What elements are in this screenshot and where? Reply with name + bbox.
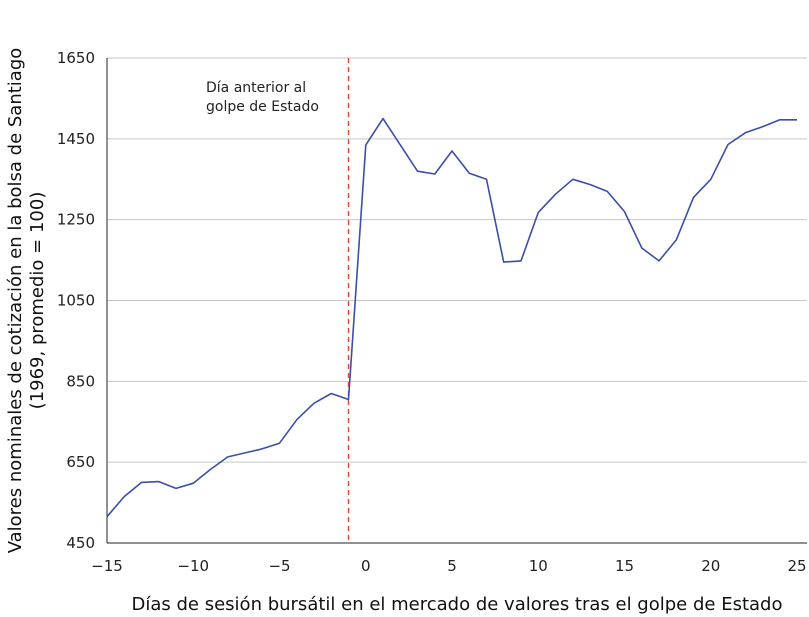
y-tick-label: 1250 [57, 211, 95, 229]
data-point [227, 456, 229, 458]
data-point [123, 496, 125, 498]
data-point [158, 481, 160, 483]
data-point [330, 392, 332, 394]
data-point [382, 118, 384, 120]
data-point [710, 178, 712, 180]
y-tick-label: 1050 [57, 292, 95, 310]
data-point [296, 419, 298, 421]
data-point [261, 448, 263, 450]
data-point [451, 150, 453, 152]
data-point [468, 172, 470, 174]
data-point [244, 452, 246, 454]
y-axis-title-line-1: Valores nominales de cotización en la bo… [5, 48, 26, 554]
x-tick-label: −15 [91, 557, 123, 575]
x-tick-label: 15 [615, 557, 634, 575]
y-tick-labels: 450 650 850 1050 1250 1450 1650 [57, 49, 95, 552]
data-point [365, 144, 367, 146]
x-tick-labels: −15 −10 −5 0 5 10 15 20 25 [91, 557, 806, 575]
data-point [486, 178, 488, 180]
annotation-line-2: golpe de Estado [206, 99, 319, 115]
data-point [572, 178, 574, 180]
y-tick-label: 850 [66, 372, 95, 390]
data-point [727, 143, 729, 145]
data-point [537, 211, 539, 213]
annotation-line-1: Día anterior al [206, 80, 306, 96]
data-point [434, 173, 436, 175]
data-point [210, 468, 212, 470]
y-axis-title-line-2: (1969, promedio = 100) [27, 192, 48, 410]
data-point [744, 132, 746, 134]
x-axis-title: Días de sesión bursátil en el mercado de… [132, 594, 783, 615]
x-tick-label: 10 [529, 557, 548, 575]
data-point [417, 170, 419, 172]
data-point [624, 211, 626, 213]
data-point [675, 239, 677, 241]
data-point [106, 516, 108, 518]
x-tick-label: 25 [787, 557, 806, 575]
data-point [175, 487, 177, 489]
data-point [141, 481, 143, 483]
data-point [192, 482, 194, 484]
series-points [106, 118, 798, 518]
x-tick-label: 20 [701, 557, 720, 575]
x-tick-label: −5 [268, 557, 290, 575]
x-tick-label: −10 [177, 557, 209, 575]
y-tick-label: 1650 [57, 49, 95, 67]
data-point [313, 402, 315, 404]
data-point [796, 119, 798, 121]
series-line [106, 117, 797, 518]
data-point [693, 196, 695, 198]
data-point [520, 260, 522, 262]
data-point [503, 261, 505, 263]
x-tick-label: 0 [361, 557, 371, 575]
data-point [555, 193, 557, 195]
data-point [641, 247, 643, 249]
data-point [606, 190, 608, 192]
data-point [589, 184, 591, 186]
gridlines [107, 57, 807, 544]
data-point [762, 126, 764, 128]
data-point [779, 119, 781, 121]
data-point [279, 442, 281, 444]
y-tick-label: 1450 [57, 130, 95, 148]
y-tick-label: 450 [66, 534, 95, 552]
x-tick-label: 5 [447, 557, 457, 575]
y-tick-label: 650 [66, 453, 95, 471]
data-point [348, 399, 350, 401]
data-point [399, 144, 401, 146]
data-point [658, 260, 660, 262]
